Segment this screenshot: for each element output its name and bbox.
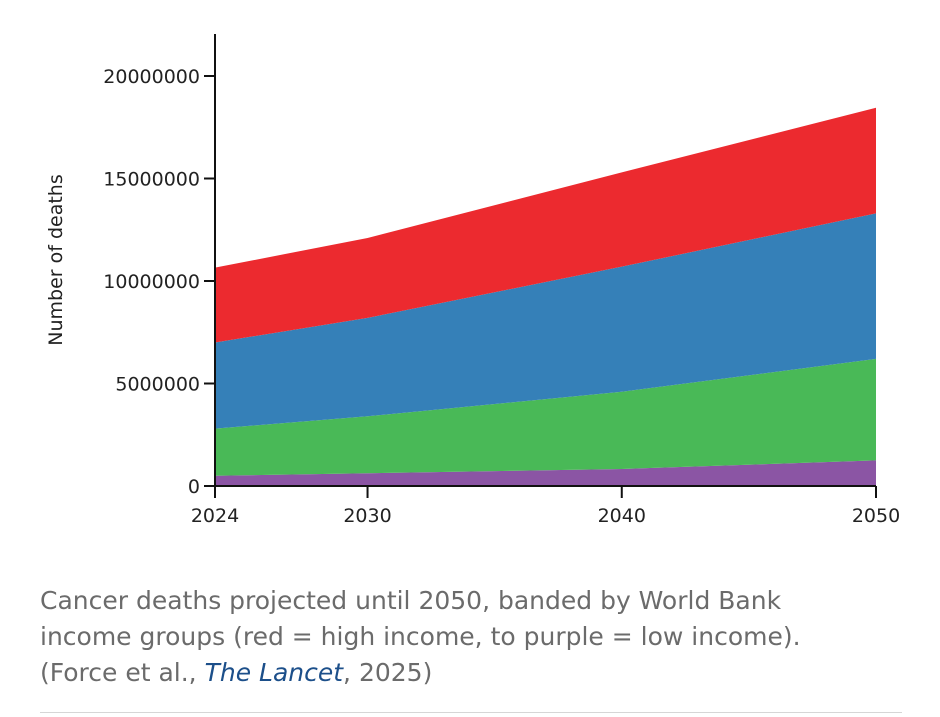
y-tick-label: 10000000 <box>103 271 200 293</box>
x-tick-label: 2024 <box>191 505 239 527</box>
x-tick-label: 2050 <box>852 505 900 527</box>
caption-divider <box>40 712 902 713</box>
figure-caption: Cancer deaths projected until 2050, band… <box>40 583 910 691</box>
area-band-high-income <box>215 107 876 343</box>
stacked-area-chart: 0 5000000 10000000 15000000 20000000 2024 2030… <box>45 34 900 527</box>
journal-link[interactable]: The Lancet <box>204 658 344 687</box>
area-band-upper-middle-income <box>215 213 876 429</box>
caption-line-1: Cancer deaths projected until 2050, band… <box>40 586 782 615</box>
x-tick-label: 2030 <box>343 505 391 527</box>
area-band-lower-middle-income <box>215 358 876 476</box>
caption-line-2: income groups (red = high income, to pur… <box>40 622 801 651</box>
y-tick-label: 5000000 <box>115 374 200 396</box>
y-tick-label: 20000000 <box>103 66 200 88</box>
y-axis-title: Number of deaths <box>45 174 67 346</box>
x-tick-label: 2040 <box>598 505 646 527</box>
area-series-group <box>215 107 876 486</box>
axes-group: 0 5000000 10000000 15000000 20000000 2024 2030… <box>103 34 900 527</box>
y-tick-label: 15000000 <box>103 169 200 191</box>
caption-citation-suffix: , 2025) <box>343 658 433 687</box>
area-band-low-income <box>215 460 876 486</box>
y-tick-label: 0 <box>188 476 200 498</box>
caption-line-3: (Force et al., The Lancet, 2025) <box>40 655 910 691</box>
caption-citation-prefix: (Force et al., <box>40 658 205 687</box>
